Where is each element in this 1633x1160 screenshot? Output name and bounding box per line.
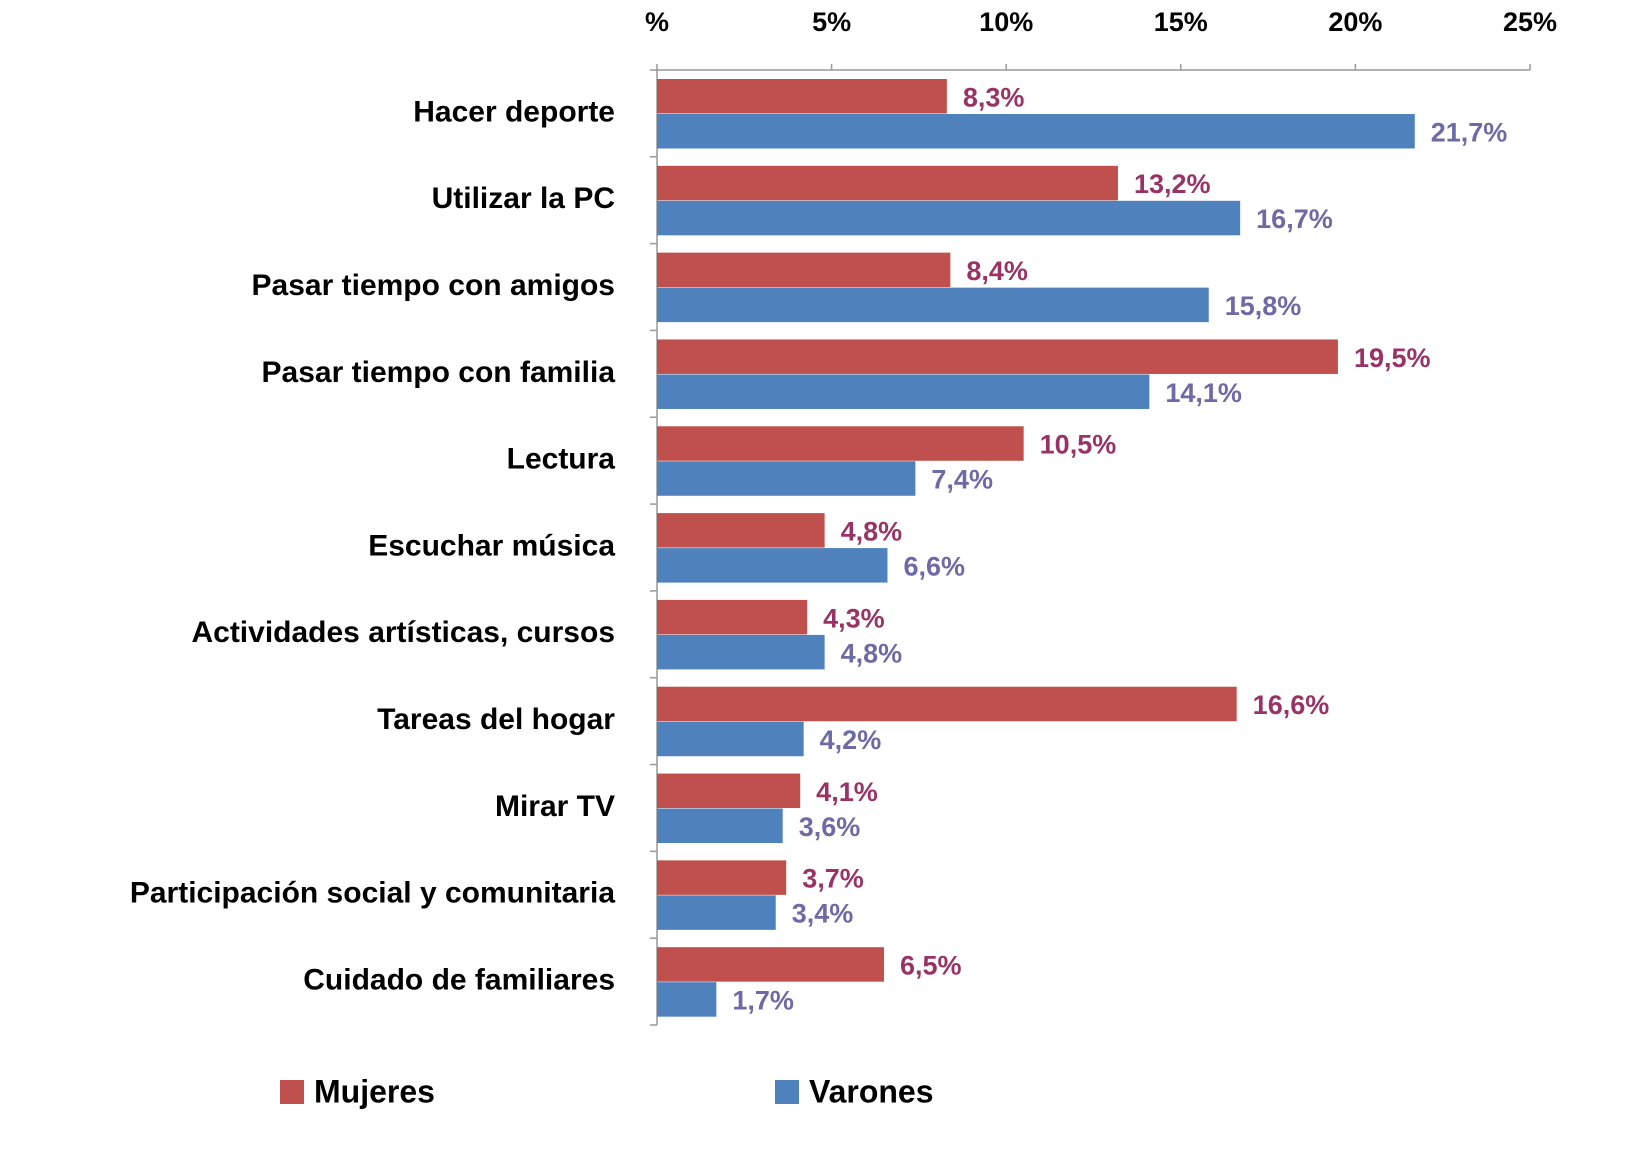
bar xyxy=(657,252,951,288)
data-label: 4,3% xyxy=(823,603,885,633)
bar xyxy=(657,165,1118,201)
y-tick-label: Hacer deporte xyxy=(413,95,615,128)
data-label: 8,3% xyxy=(963,82,1025,112)
data-label: 3,6% xyxy=(799,812,861,842)
bar xyxy=(657,426,1024,461)
data-label: 4,2% xyxy=(820,725,882,755)
bar xyxy=(657,634,825,670)
bar xyxy=(657,374,1150,409)
x-tick-label: % xyxy=(645,7,669,37)
y-tick-label: Mirar TV xyxy=(495,790,615,823)
bar xyxy=(657,287,1209,323)
bar xyxy=(657,686,1237,722)
x-tick-label: 15% xyxy=(1154,7,1208,37)
data-label: 14,1% xyxy=(1165,378,1242,408)
bar xyxy=(657,513,825,548)
data-label: 4,1% xyxy=(816,777,878,807)
bar xyxy=(657,860,787,895)
y-tick-label: Lectura xyxy=(507,443,616,476)
bar xyxy=(657,721,804,757)
y-tick-label: Actividades artísticas, cursos xyxy=(191,616,615,649)
x-tick-label: 25% xyxy=(1503,7,1557,37)
y-tick-label: Cuidado de familiares xyxy=(303,964,615,997)
data-label: 3,7% xyxy=(802,864,864,894)
bar xyxy=(657,79,947,114)
y-tick-label: Escuchar música xyxy=(368,529,615,562)
y-tick-label: Tareas del hogar xyxy=(377,703,615,736)
x-tick-label: 5% xyxy=(812,7,851,37)
data-label: 3,4% xyxy=(792,899,854,929)
y-tick-label: Participación social y comunitaria xyxy=(130,877,615,910)
x-tick-label: 10% xyxy=(979,7,1033,37)
bar xyxy=(657,808,783,844)
data-label: 6,6% xyxy=(903,551,965,581)
bar xyxy=(657,982,717,1017)
legend-swatch xyxy=(280,1080,304,1104)
data-label: 4,8% xyxy=(841,638,903,668)
bar xyxy=(657,947,884,982)
data-label: 21,7% xyxy=(1431,117,1508,147)
data-label: 8,4% xyxy=(966,256,1028,286)
data-label: 13,2% xyxy=(1134,169,1211,199)
legend-label: Varones xyxy=(809,1073,934,1109)
legend-swatch xyxy=(775,1080,799,1104)
data-label: 15,8% xyxy=(1225,291,1302,321)
legend-label: Mujeres xyxy=(314,1073,435,1109)
x-tick-label: 20% xyxy=(1328,7,1382,37)
data-label: 19,5% xyxy=(1354,343,1431,373)
y-tick-label: Utilizar la PC xyxy=(432,182,615,215)
data-label: 16,7% xyxy=(1256,204,1333,234)
y-tick-label: Pasar tiempo con familia xyxy=(262,356,616,389)
bar xyxy=(657,895,776,930)
y-tick-label: Pasar tiempo con amigos xyxy=(252,269,615,302)
bar xyxy=(657,548,888,583)
data-label: 1,7% xyxy=(732,986,794,1016)
data-label: 7,4% xyxy=(931,465,993,495)
bar xyxy=(657,339,1338,374)
data-label: 10,5% xyxy=(1040,430,1117,460)
bar xyxy=(657,461,916,496)
bar xyxy=(657,114,1415,149)
data-label: 4,8% xyxy=(841,516,903,546)
bar xyxy=(657,599,808,635)
data-label: 16,6% xyxy=(1253,690,1330,720)
data-label: 6,5% xyxy=(900,951,962,981)
bar xyxy=(657,773,801,809)
bar xyxy=(657,200,1241,236)
